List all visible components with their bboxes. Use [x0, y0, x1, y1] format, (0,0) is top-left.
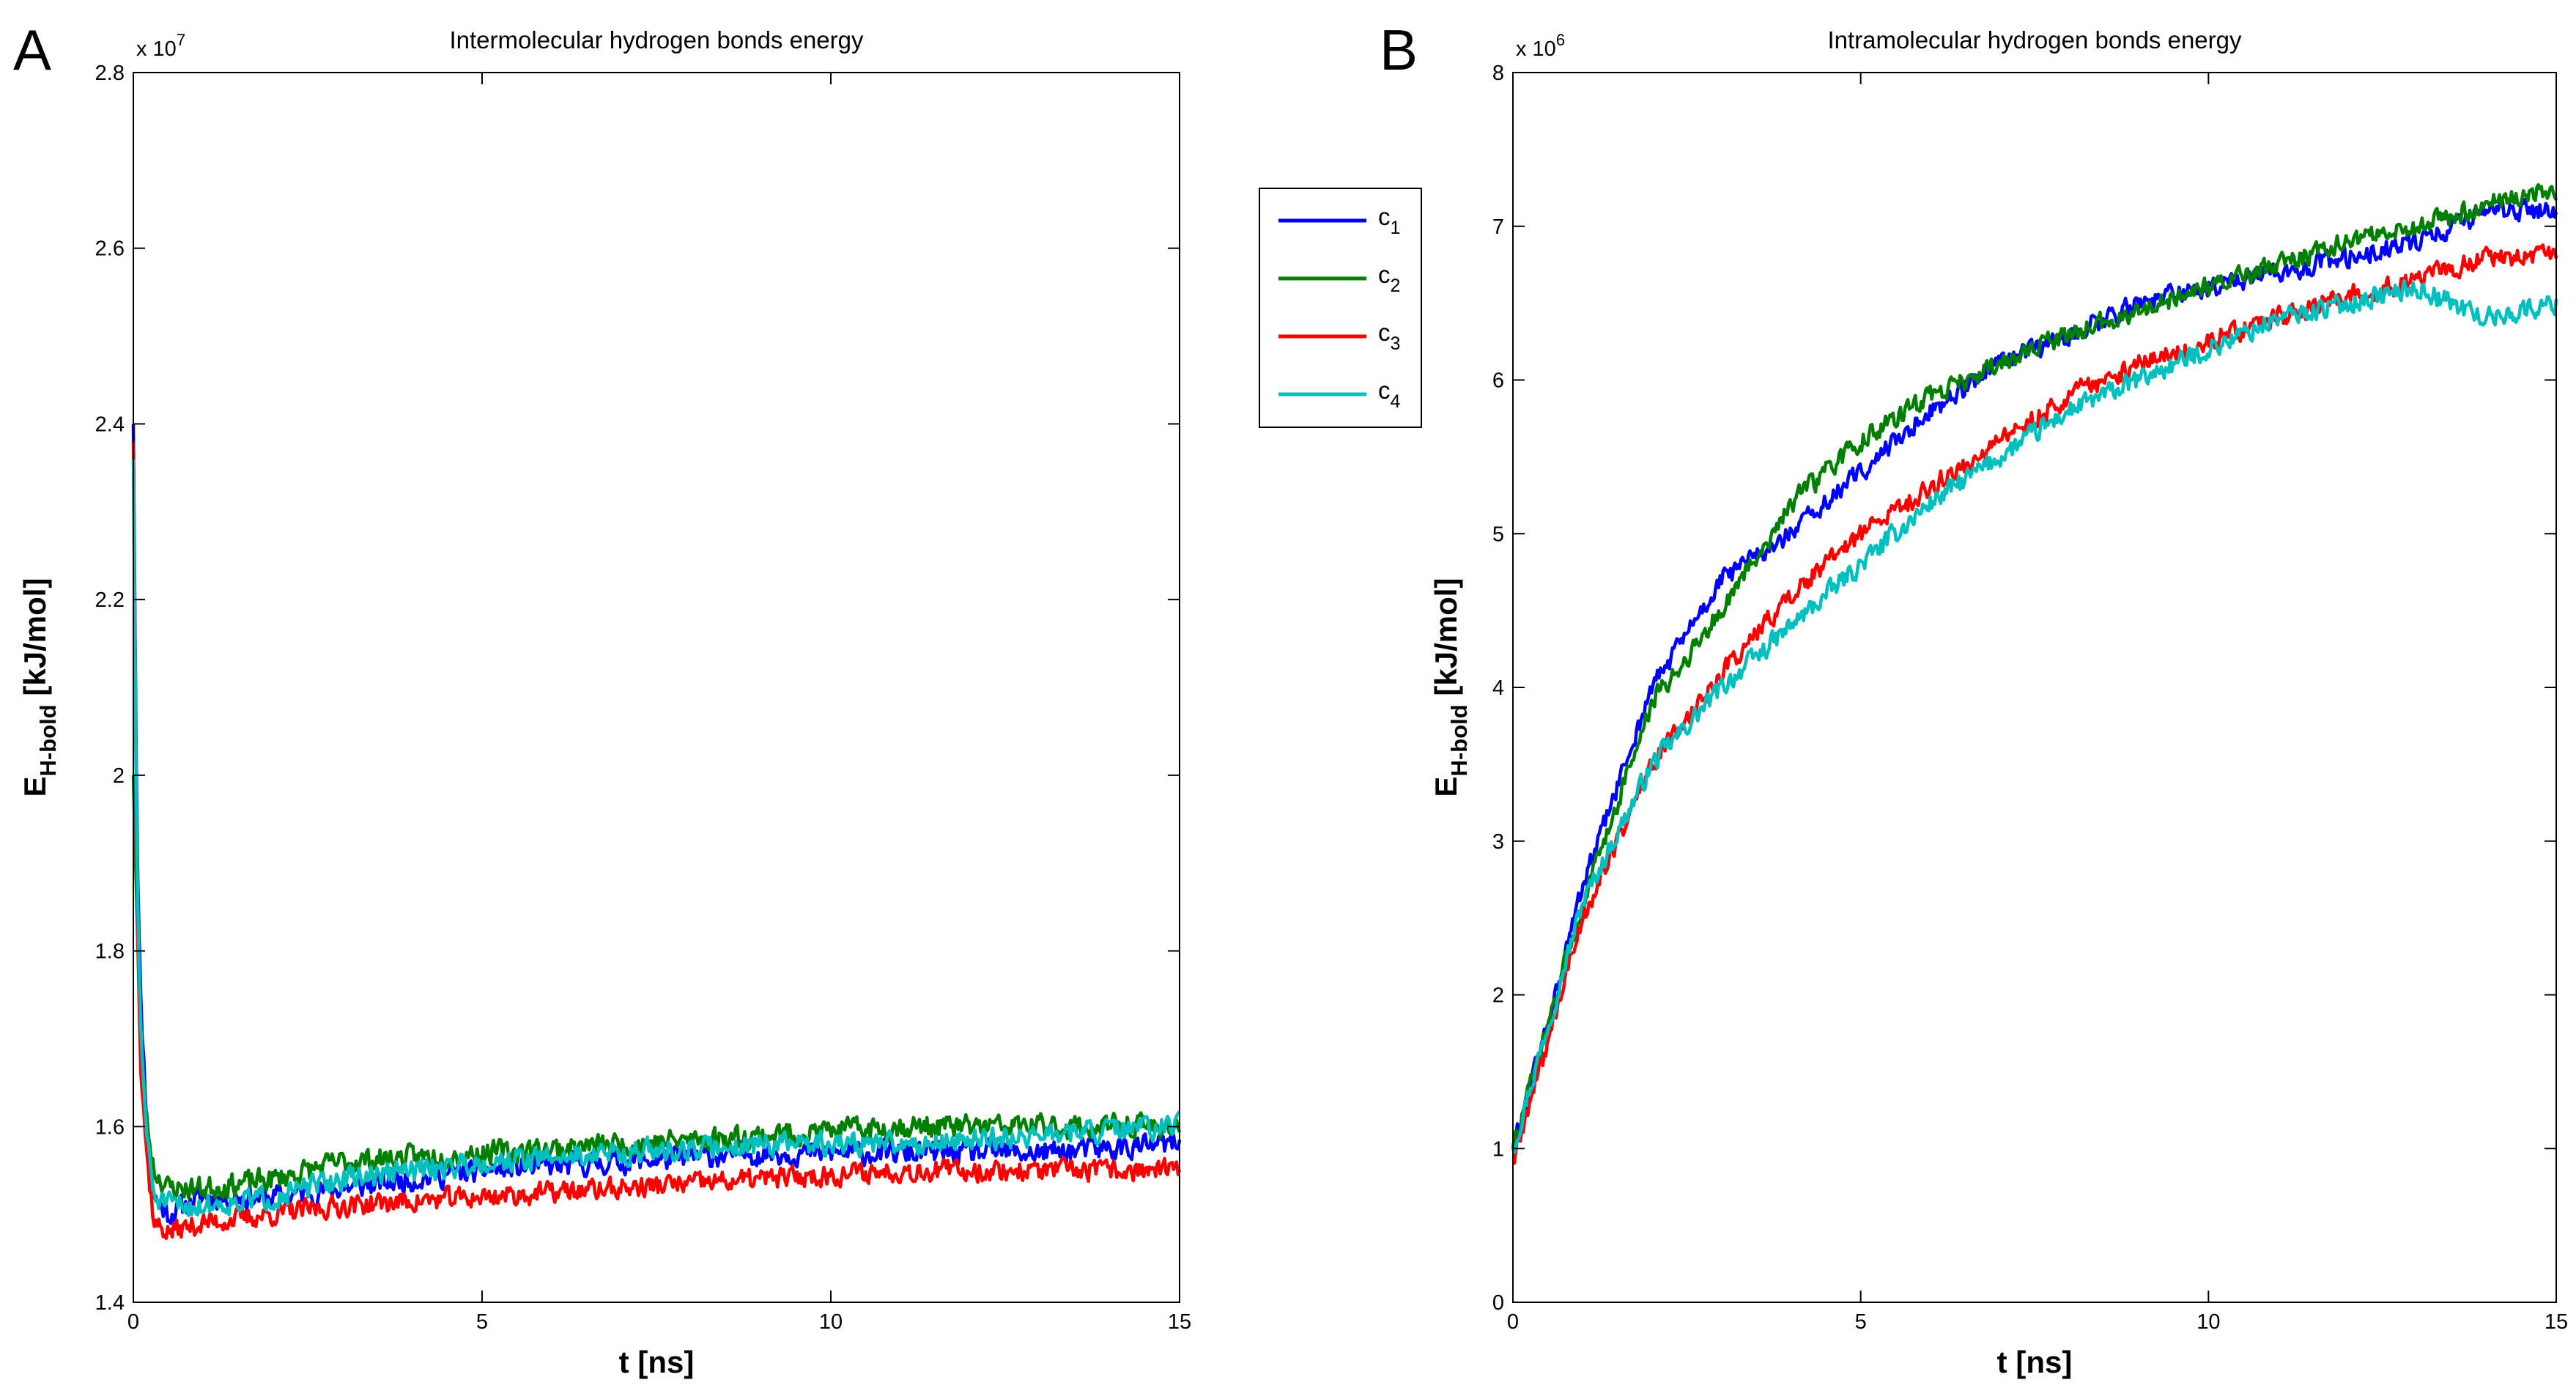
panel-b-ytick-label: 1 — [1492, 1137, 1504, 1161]
panel-b-ylabel: EH-bold [kJ/mol] — [1429, 578, 1472, 797]
panel-a-ytick-label: 2.4 — [95, 413, 125, 436]
panel-b-xtick-label: 5 — [1855, 1310, 1867, 1334]
panel-a-xtick-label: 5 — [476, 1310, 488, 1334]
panel-a-xtick-label: 10 — [819, 1310, 843, 1334]
panel-a-xtick-label: 0 — [127, 1310, 139, 1334]
legend-box — [1259, 188, 1422, 428]
panel-b-series-c2 — [1511, 182, 2558, 1149]
legend: c1 c2 c3 c4 — [1259, 188, 1422, 428]
panel-a-ytick-label: 2.6 — [95, 237, 125, 261]
panel-a-chart: 0 5 10 15 1.4 1.6 1.8 2 2.2 2.4 2.6 2.8 x 107 Intermo… — [13, 18, 1191, 1379]
panel-b-series-c4 — [1511, 278, 2558, 1154]
panel-b-xtick-label: 0 — [1507, 1310, 1519, 1334]
panel-b-chart: 0 5 10 15 0 1 2 3 4 5 6 7 8 x 106 Intramolecular hydro… — [1380, 18, 2568, 1379]
panel-b-series-c1 — [1511, 197, 2558, 1149]
panel-a-ytick-label: 1.8 — [95, 940, 125, 964]
legend-label-c3: c3 — [1378, 319, 1400, 354]
panel-b-title: Intramolecular hydrogen bonds energy — [1827, 26, 2242, 53]
panel-a-axis-multiplier: x 107 — [136, 31, 185, 61]
panel-b-ytick-label: 6 — [1492, 369, 1504, 393]
panel-b-ytick-label: 4 — [1492, 676, 1504, 700]
legend-label-c4: c4 — [1378, 377, 1401, 412]
panel-b-ytick-label: 5 — [1492, 523, 1504, 546]
panel-b-ytick-label: 3 — [1492, 830, 1504, 854]
panel-a-xlabel: t [ns] — [619, 1345, 695, 1379]
panel-b-ytick-label: 2 — [1492, 984, 1504, 1008]
legend-label-c2: c2 — [1378, 261, 1400, 296]
panel-a-ytick-label: 2.8 — [95, 62, 125, 85]
panel-b-xlabel: t [ns] — [1997, 1345, 2073, 1379]
panel-b-ytick-label: 0 — [1492, 1291, 1504, 1315]
panel-b-axis-multiplier: x 106 — [1516, 31, 1565, 61]
panel-b-ytick-label: 8 — [1492, 62, 1504, 85]
panel-a-ytick-label: 1.6 — [95, 1115, 125, 1139]
panel-b-label: B — [1380, 18, 1418, 82]
panel-a-series-c4 — [131, 459, 1181, 1217]
panel-a-plot-frame — [133, 72, 1180, 1303]
legend-label-c1: c1 — [1378, 203, 1400, 238]
panel-b-xtick-label: 15 — [2544, 1310, 2568, 1334]
panel-b-xtick-label: 10 — [2196, 1310, 2220, 1334]
panel-b-series-c3 — [1511, 243, 2558, 1166]
panel-a-series-c3 — [131, 441, 1182, 1241]
panel-a-ytick-label: 2 — [113, 764, 125, 788]
panel-a-xtick-label: 15 — [1168, 1310, 1191, 1334]
panel-a-ytick-label: 1.4 — [95, 1291, 125, 1315]
panel-a-title: Intermolecular hydrogen bonds energy — [449, 26, 864, 53]
panel-a-label: A — [13, 18, 51, 82]
panel-a-ytick-label: 2.2 — [95, 588, 125, 612]
panel-a-ylabel: EH-bold [kJ/mol] — [18, 578, 61, 797]
panel-b-ytick-label: 7 — [1492, 215, 1504, 239]
panel-a-series-c1 — [131, 424, 1182, 1225]
